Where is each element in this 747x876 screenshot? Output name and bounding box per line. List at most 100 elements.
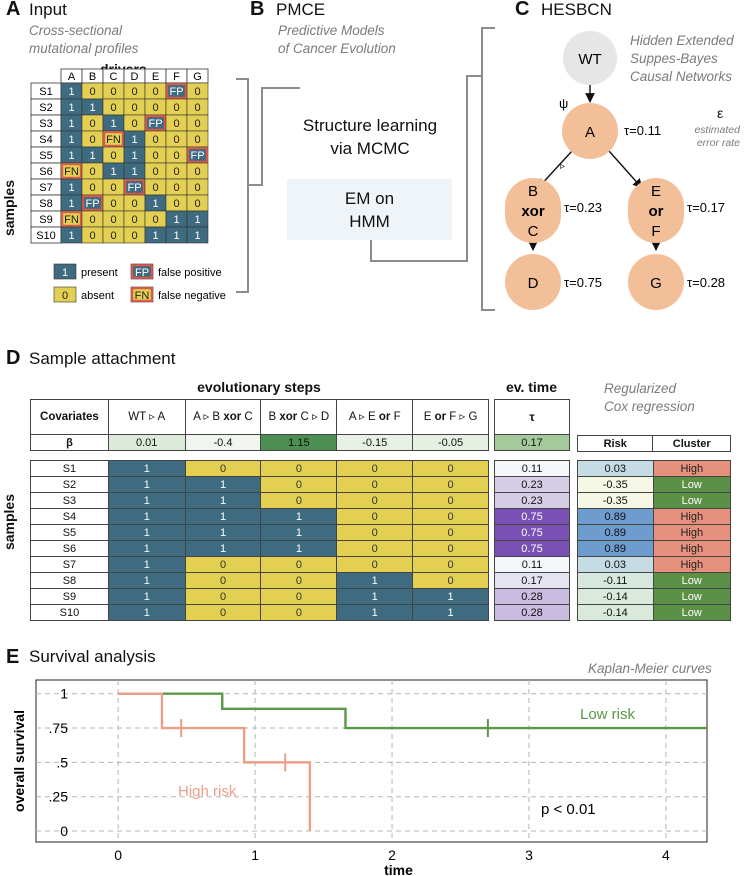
matrix-cell-value: 0 — [89, 86, 95, 98]
step-text: B — [268, 411, 280, 423]
row-label-S7: S7 — [39, 182, 52, 194]
hesbcn-graph: WT A B xor C E or F D G ψ ▹ τ=0.11 τ=0.2… — [505, 31, 725, 310]
x-tick-label: 4 — [662, 847, 670, 863]
node-wt-label: WT — [578, 51, 601, 68]
error-outline — [103, 131, 124, 147]
y-axis-label: overall survival — [11, 710, 27, 812]
sample-row: S8 1 0 0 1 0 — [30, 572, 489, 589]
matrix-cell-value: 1 — [131, 134, 137, 146]
matrix-cell-value: FP — [148, 118, 162, 130]
matrix-cell-value: 0 — [131, 198, 137, 210]
matrix-cell-value: 0 — [194, 102, 200, 114]
mutation-matrix: A B C D E F G S1 1 0 0 0 0 FP 0 S2 1 1 0 0 0 0 0 S3 1 0 1 0 FP 0 0 S4 1 0… — [30, 68, 226, 303]
step-cell: 1 — [107, 556, 186, 573]
risk-header: Risk — [576, 435, 654, 452]
row-label-S10: S10 — [36, 230, 56, 242]
matrix-cell-value: 1 — [68, 118, 74, 130]
row-label-S1: S1 — [39, 86, 52, 98]
legend-label: absent — [81, 290, 114, 302]
operator-text: xor — [279, 411, 298, 423]
cluster-cell: Low — [652, 588, 732, 605]
sample-steps-table: S1 1 0 0 0 0 S2 1 1 0 0 0 S3 1 1 0 0 0 S4 1 1 1 0 0 S5 1 1 1 0 0 S6 1 1 1… — [30, 460, 489, 621]
matrix-cell-value: 1 — [89, 102, 95, 114]
step-cell: 0 — [412, 508, 489, 525]
error-outline — [61, 211, 82, 227]
step-cell: 0 — [412, 524, 489, 541]
step-cell: 1 — [336, 572, 414, 589]
beta-label: β — [30, 434, 109, 451]
step-cell: 1 — [412, 604, 489, 621]
tau-bc: τ=0.23 — [564, 200, 602, 215]
cluster-cell: Low — [652, 572, 732, 589]
step-cell: 0 — [260, 476, 338, 493]
error-outline — [145, 115, 166, 131]
node-a — [562, 103, 618, 159]
risk-cell: -0.14 — [577, 604, 654, 621]
risk-row: 0.89 High — [577, 540, 732, 557]
error-outline — [124, 179, 145, 195]
covariates-label: Covariates — [30, 399, 109, 435]
matrix-cell-value: 0 — [152, 166, 158, 178]
legend-label: false positive — [158, 267, 222, 279]
step-cell: 1 — [107, 604, 186, 621]
matrix-cell-value: FP — [85, 198, 99, 210]
epsilon-note-2: error rate — [696, 137, 740, 149]
x-axis-label: time — [384, 862, 413, 876]
matrix-cell-value: FN — [64, 166, 79, 178]
legend-label: present — [81, 267, 118, 279]
step-cell: 1 — [336, 588, 414, 605]
matrix-cell-value: 1 — [68, 134, 74, 146]
step-text: WT ▹ A — [128, 411, 166, 423]
step-cell: 0 — [260, 604, 338, 621]
cluster-cell: Low — [652, 492, 732, 509]
matrix-cell-value: 1 — [110, 118, 116, 130]
matrix-cell-value: 0 — [152, 102, 158, 114]
legend-symbol: 1 — [62, 267, 68, 279]
legend-symbol: FP — [135, 267, 149, 279]
step-cell: 0 — [336, 508, 414, 525]
tau-row: 0.75 — [494, 540, 570, 557]
evtime-beta-value: 0.17 — [494, 434, 570, 451]
step-cell: 1 — [184, 492, 262, 509]
matrix-cell-value: FN — [106, 134, 121, 146]
step-cell: 0 — [260, 460, 338, 477]
plot-area — [35, 679, 708, 843]
matrix-cell-value: FP — [127, 182, 141, 194]
matrix-cell-value: 0 — [194, 166, 200, 178]
operator-text: or — [378, 411, 391, 423]
matrix-cell-value: 0 — [89, 230, 95, 242]
row-label-S8: S8 — [39, 198, 52, 210]
x-tick-label: 1 — [251, 847, 259, 863]
tau-cell: 0.11 — [494, 460, 570, 477]
matrix-cell-value: 0 — [110, 102, 116, 114]
column-header-A: A — [68, 71, 76, 83]
matrix-cell-value: 0 — [194, 86, 200, 98]
node-b-label: B — [528, 183, 538, 200]
column-header-D: D — [131, 71, 139, 83]
matrix-cell-value: 0 — [110, 150, 116, 162]
node-c-label: C — [528, 223, 539, 240]
matrix-cell-value: FP — [169, 86, 183, 98]
matrix-cell-value: 0 — [89, 118, 95, 130]
pmce-text-2: via MCMC — [330, 139, 410, 158]
step-cell: 1 — [184, 476, 262, 493]
cox-note-2: Cox regression — [604, 399, 695, 414]
step-cell: 0 — [336, 460, 414, 477]
cluster-cell: Low — [652, 604, 732, 621]
matrix-cell-value: 0 — [152, 214, 158, 226]
step-header-1: A ▹ B xor C — [184, 399, 262, 435]
y-tick-label: .25 — [49, 789, 69, 805]
legend-label: false negative — [158, 290, 226, 302]
matrix-cell-value: 0 — [194, 182, 200, 194]
column-header-C: C — [110, 71, 118, 83]
sample-id: S10 — [30, 604, 109, 621]
matrix-cell-value: 0 — [89, 214, 95, 226]
step-cell: 1 — [107, 572, 186, 589]
sample-id: S2 — [30, 476, 109, 493]
step-cell: 0 — [260, 492, 338, 509]
hesbcn-note-1: Hidden Extended — [630, 33, 734, 48]
risk-cell: -0.35 — [577, 492, 654, 509]
node-xor-label: xor — [521, 203, 545, 220]
tau-cell: 0.11 — [494, 556, 570, 573]
sample-row: S4 1 1 1 0 0 — [30, 508, 489, 525]
